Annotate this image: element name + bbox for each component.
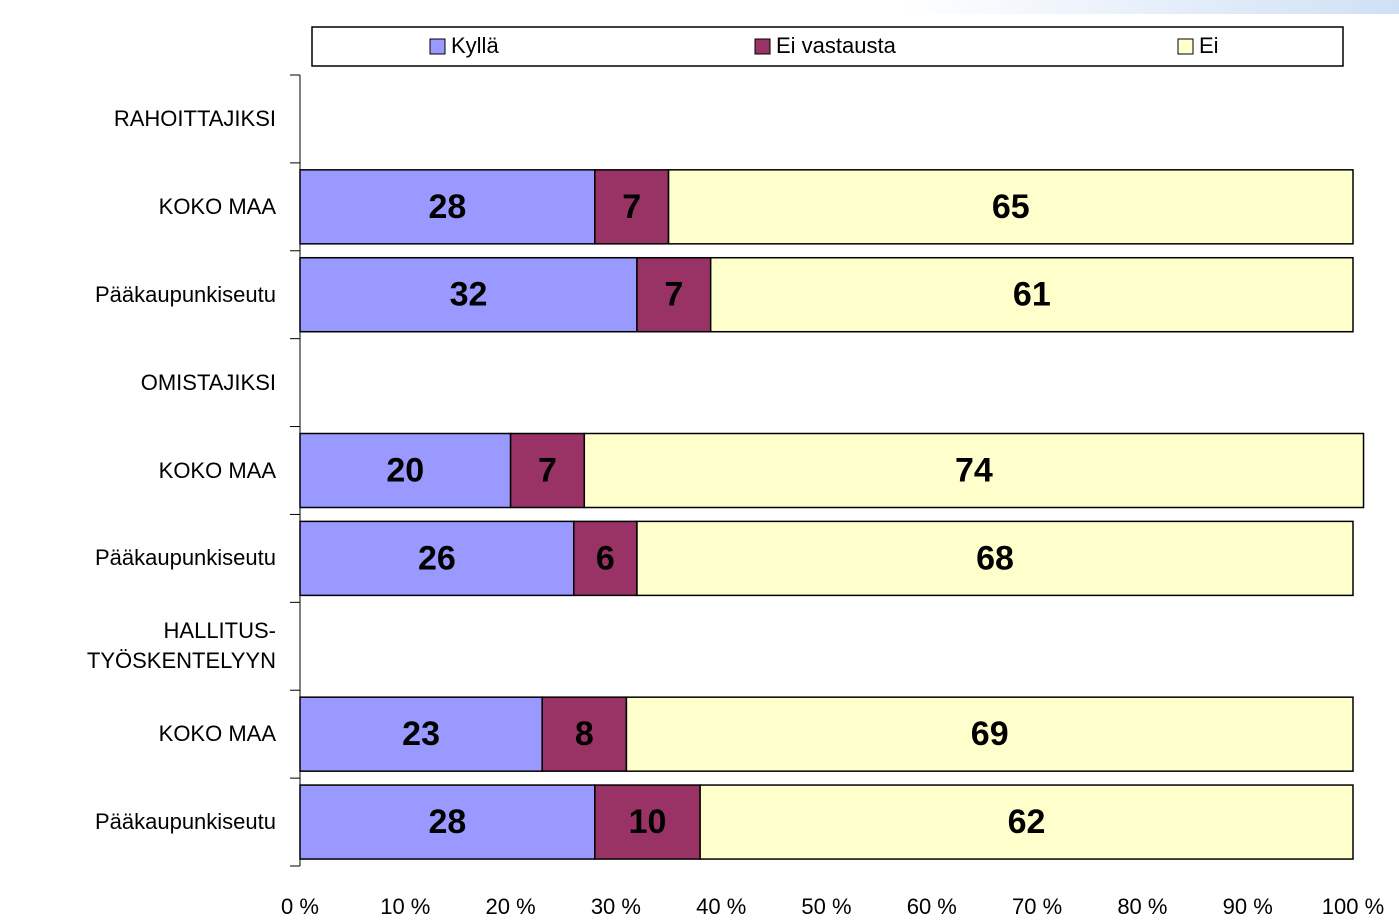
y-tick-label: KOKO MAA <box>158 721 276 747</box>
data-label: 32 <box>450 276 488 314</box>
legend-label: Ei <box>1199 33 1219 58</box>
x-tick-label: 0 % <box>281 894 319 919</box>
bar-segment <box>636 256 712 333</box>
x-tick-label: 90 % <box>1223 894 1273 919</box>
legend-swatch <box>754 38 771 55</box>
data-label: 28 <box>429 803 467 841</box>
data-label: 28 <box>429 188 467 226</box>
x-tick-label: 10 % <box>380 894 430 919</box>
x-tick-label: 20 % <box>486 894 536 919</box>
x-tick-label: 40 % <box>696 894 746 919</box>
data-label: 7 <box>664 276 683 314</box>
bar-segment <box>299 784 596 860</box>
legend-swatch <box>429 38 446 55</box>
y-tick-label: Pääkaupunkiseutu <box>94 545 276 571</box>
bar-segment <box>636 520 1354 597</box>
bar-segment <box>594 784 701 860</box>
x-tick-label: 30 % <box>591 894 641 919</box>
bar-segment <box>709 256 1354 333</box>
legend-label: Ei vastausta <box>776 33 897 58</box>
x-tick-label: 70 % <box>1012 894 1062 919</box>
decoration <box>900 0 1399 14</box>
data-label: 10 <box>629 803 667 841</box>
data-label: 6 <box>596 539 615 577</box>
bar-segment <box>299 520 575 597</box>
data-label: 7 <box>538 451 557 489</box>
data-label: 65 <box>992 188 1030 226</box>
bar-segment <box>509 432 586 509</box>
y-tick-label: Pääkaupunkiseutu <box>94 809 276 835</box>
y-tick-label: KOKO MAA <box>158 193 276 219</box>
bar-segment <box>299 696 543 772</box>
bar-segment <box>299 169 596 245</box>
bar-segment <box>299 256 638 333</box>
bar-segment <box>583 432 1365 509</box>
bar-segment <box>594 169 670 245</box>
legend-box <box>311 26 1344 67</box>
legend-label: Kyllä <box>451 33 499 58</box>
data-label: 26 <box>418 539 456 577</box>
data-label: 74 <box>955 451 993 489</box>
bar-segment <box>573 520 638 597</box>
x-tick-label: 100 % <box>1322 894 1384 919</box>
data-label: 69 <box>971 715 1009 753</box>
y-tick-label: RAHOITTAJIKSI <box>113 105 276 131</box>
bar-segment <box>667 169 1354 245</box>
data-label: 20 <box>386 451 424 489</box>
x-tick-label: 50 % <box>801 894 851 919</box>
data-label: 61 <box>1013 276 1051 314</box>
y-tick-label: Pääkaupunkiseutu <box>94 281 276 307</box>
bar-segment <box>625 696 1354 772</box>
data-label: 68 <box>976 539 1014 577</box>
data-label: 8 <box>575 715 594 753</box>
data-label: 23 <box>402 715 440 753</box>
y-tick-label: HALLITUS- TYÖSKENTELYYN <box>86 618 276 674</box>
y-tick-label: KOKO MAA <box>158 457 276 483</box>
data-label: 62 <box>1008 803 1046 841</box>
x-tick-label: 80 % <box>1117 894 1167 919</box>
x-tick-label: 60 % <box>907 894 957 919</box>
y-tick-label: OMISTAJIKSI <box>140 369 276 395</box>
legend-swatch <box>1177 38 1194 55</box>
data-label: 7 <box>622 188 641 226</box>
bar-segment <box>699 784 1354 860</box>
